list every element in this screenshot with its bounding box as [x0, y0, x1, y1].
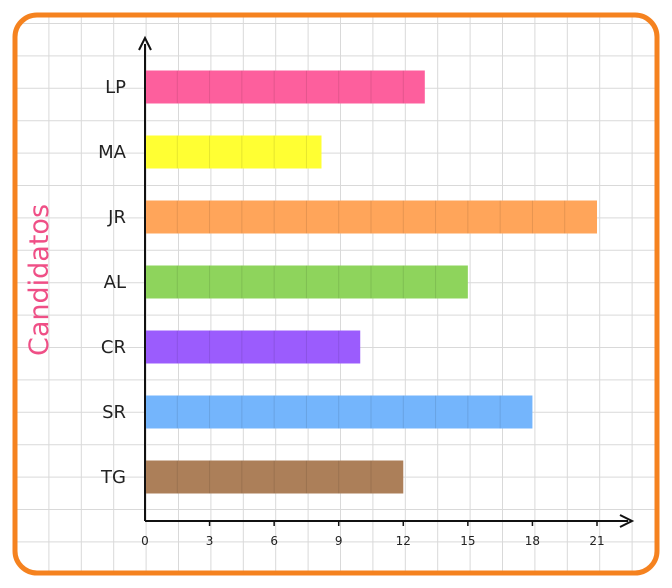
category-label-tg: TG — [100, 467, 126, 488]
x-tick-label: 3 — [206, 534, 214, 548]
x-tick-labels: 0 3 6 9 12 15 18 21 — [141, 534, 604, 548]
bar-sr — [145, 395, 533, 429]
x-tick-label: 0 — [141, 534, 149, 548]
y-axis-title: Candidatos — [24, 204, 55, 356]
bar-al — [145, 265, 468, 299]
category-label-lp: LP — [105, 77, 126, 98]
bar-fill — [145, 70, 425, 104]
bar-fill — [145, 265, 468, 299]
category-label-jr: JR — [107, 207, 126, 228]
x-axis-arrow — [619, 514, 635, 528]
y-axis-arrow — [138, 35, 152, 51]
category-label-al: AL — [104, 272, 126, 293]
bar-fill — [145, 135, 322, 169]
bars — [145, 70, 597, 494]
category-label-cr: CR — [101, 337, 126, 358]
bar-fill — [145, 330, 361, 364]
bar-tg — [145, 460, 404, 494]
category-label-ma: MA — [98, 142, 127, 163]
x-tick-label: 18 — [525, 534, 540, 548]
bar-fill — [145, 200, 597, 234]
x-tick-label: 12 — [396, 534, 411, 548]
bar-jr — [145, 200, 597, 234]
bar-cr — [145, 330, 361, 364]
card-frame — [12, 12, 660, 576]
category-labels: LP MA JR AL CR SR TG — [98, 77, 127, 488]
category-label-sr: SR — [102, 402, 126, 423]
bar-ma — [145, 135, 322, 169]
x-tick-label: 6 — [270, 534, 278, 548]
bar-lp — [145, 70, 425, 104]
x-tick-label: 21 — [589, 534, 604, 548]
bar-fill — [145, 460, 404, 494]
x-tick-label: 15 — [460, 534, 475, 548]
bar-fill — [145, 395, 533, 429]
x-tick-label: 9 — [335, 534, 343, 548]
axes — [138, 35, 635, 528]
